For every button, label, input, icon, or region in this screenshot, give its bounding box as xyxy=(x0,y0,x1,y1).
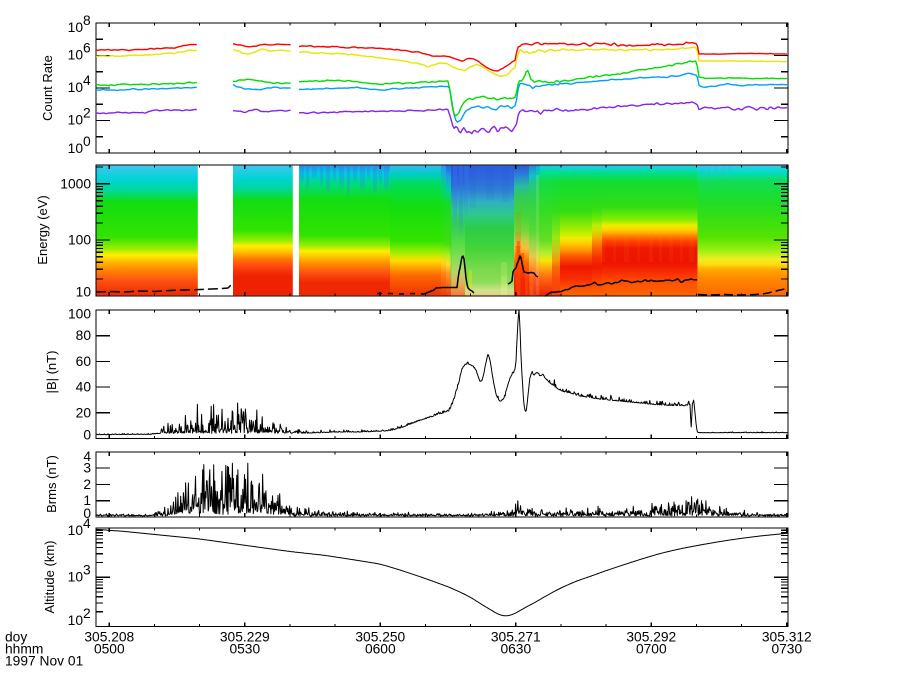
svg-text:0630: 0630 xyxy=(500,642,531,657)
svg-text:2: 2 xyxy=(83,477,91,492)
svg-text:1997 Nov 01: 1997 Nov 01 xyxy=(5,654,83,669)
svg-text:0: 0 xyxy=(83,428,91,443)
svg-text:3: 3 xyxy=(83,461,91,476)
svg-text:6: 6 xyxy=(83,41,91,56)
svg-text:4: 4 xyxy=(83,449,91,464)
svg-text:8: 8 xyxy=(83,13,91,28)
svg-text:10: 10 xyxy=(68,20,84,35)
svg-text:10: 10 xyxy=(68,48,84,63)
svg-text:4: 4 xyxy=(83,73,91,88)
svg-text:3: 3 xyxy=(83,562,91,577)
svg-text:100: 100 xyxy=(68,233,91,248)
svg-text:10: 10 xyxy=(68,613,84,628)
svg-text:60: 60 xyxy=(76,354,92,369)
svg-text:|B| (nT): |B| (nT) xyxy=(44,351,59,394)
svg-text:0530: 0530 xyxy=(229,642,260,657)
svg-text:1: 1 xyxy=(83,493,91,508)
svg-text:0600: 0600 xyxy=(365,642,396,657)
svg-text:80: 80 xyxy=(76,328,92,343)
svg-text:10: 10 xyxy=(68,141,84,156)
svg-text:0: 0 xyxy=(83,506,91,521)
svg-text:10: 10 xyxy=(68,113,84,128)
svg-text:10: 10 xyxy=(76,285,92,300)
svg-text:0700: 0700 xyxy=(636,642,667,657)
svg-text:1000: 1000 xyxy=(60,177,91,192)
svg-text:305.250: 305.250 xyxy=(355,630,405,645)
svg-text:0730: 0730 xyxy=(771,642,802,657)
svg-text:Count Rate: Count Rate xyxy=(40,55,55,121)
svg-text:10: 10 xyxy=(68,80,84,95)
svg-text:305.208: 305.208 xyxy=(84,630,134,645)
svg-text:10: 10 xyxy=(68,569,84,584)
svg-text:305.229: 305.229 xyxy=(220,630,270,645)
svg-text:Brms (nT): Brms (nT) xyxy=(44,455,59,513)
svg-text:doy: doy xyxy=(5,630,27,645)
svg-text:hhmm: hhmm xyxy=(5,642,43,657)
svg-text:Altitude (km): Altitude (km) xyxy=(42,541,57,614)
svg-text:305.312: 305.312 xyxy=(762,630,812,645)
svg-text:Energy (eV): Energy (eV) xyxy=(35,195,50,264)
svg-text:20: 20 xyxy=(76,405,92,420)
svg-text:2: 2 xyxy=(83,106,91,121)
svg-text:4: 4 xyxy=(83,516,91,531)
svg-text:0: 0 xyxy=(83,134,91,149)
svg-text:10: 10 xyxy=(68,523,84,538)
svg-text:40: 40 xyxy=(76,380,92,395)
svg-text:2: 2 xyxy=(83,606,91,621)
svg-text:305.292: 305.292 xyxy=(626,630,676,645)
svg-text:100: 100 xyxy=(68,307,91,322)
svg-text:0500: 0500 xyxy=(94,642,125,657)
svg-text:305.271: 305.271 xyxy=(491,630,541,645)
